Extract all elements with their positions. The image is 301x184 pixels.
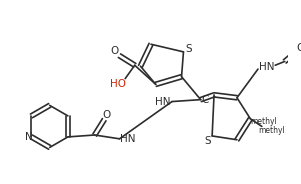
Text: HN: HN [120,134,136,144]
Text: HN: HN [155,97,170,107]
Text: methyl: methyl [258,126,285,135]
Text: methyl: methyl [250,117,277,126]
Text: N: N [25,132,33,142]
Text: C: C [202,95,209,105]
Text: O: O [296,43,301,53]
Text: HN: HN [259,62,274,72]
Text: S: S [204,136,211,146]
Text: S: S [185,44,191,54]
Text: HO: HO [110,79,126,89]
Text: O: O [110,46,119,56]
Text: O: O [102,110,110,120]
